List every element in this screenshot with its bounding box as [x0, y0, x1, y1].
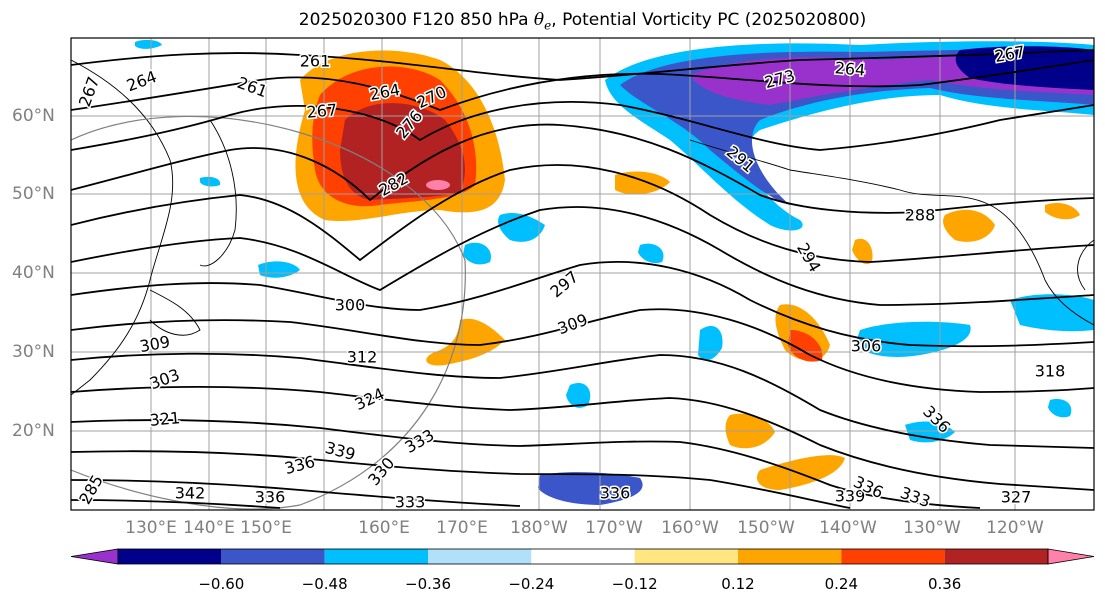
pv-negative-region: [498, 213, 545, 242]
colorbar-segment: [634, 549, 738, 564]
colorbar-extend-low: [70, 548, 119, 565]
colorbar-tick-label: −0.48: [301, 575, 348, 593]
colorbar-tick-label: 0.24: [824, 575, 859, 593]
colorbar-segment: [324, 549, 428, 564]
lon-label: 160°W: [661, 518, 719, 538]
colorbar-segment: [531, 549, 635, 564]
lat-label: 60°N: [12, 106, 55, 126]
colorbar-segment: [841, 549, 945, 564]
contour-label: 339: [835, 487, 866, 506]
colorbar-tick-label: −0.24: [508, 575, 555, 593]
pv-negative-region: [638, 243, 664, 264]
contour-label: 267: [306, 100, 338, 122]
graticule: [71, 38, 1094, 510]
lat-label: 30°N: [12, 342, 55, 362]
contour-label: 342: [175, 484, 206, 503]
lon-label: 130°E: [125, 518, 177, 538]
contour-label: 261: [300, 52, 331, 71]
pv-positive-region: [426, 180, 450, 190]
contour-label: 336: [255, 488, 286, 507]
lon-label: 150°W: [737, 518, 795, 538]
colorbar-segment: [118, 549, 222, 564]
pv-positive-region: [426, 318, 505, 366]
pv-negative-region: [905, 421, 955, 443]
pv-negative-region: [538, 472, 643, 505]
great-circle: [71, 115, 466, 510]
pv-negative-region: [566, 382, 591, 408]
coastlines: [71, 59, 1094, 396]
lon-label: 170°W: [585, 518, 643, 538]
colorbar-tick-label: −0.60: [198, 575, 245, 593]
lon-label: 180°W: [510, 518, 568, 538]
colorbar-extend-high: [1047, 548, 1095, 565]
pv-negative-region: [463, 242, 491, 265]
colorbar-tick-label: −0.36: [405, 575, 451, 593]
colorbar-segment: [944, 549, 1048, 564]
pv-negative-region: [955, 46, 1094, 90]
lon-label: 160°E: [358, 518, 410, 538]
pv-positive-region: [756, 455, 845, 490]
contour-label: 327: [1001, 488, 1032, 507]
lat-label: 40°N: [12, 263, 55, 283]
pv-negative-region: [855, 321, 971, 357]
pv-positive-region: [852, 238, 873, 265]
pv-positive-region: [615, 171, 670, 195]
colorbar-tick-label: −0.12: [611, 575, 658, 593]
lat-label: 20°N: [12, 421, 55, 441]
contour-label: 336: [600, 484, 631, 503]
lon-label: 140°E: [183, 518, 235, 538]
contour-label: 264: [834, 58, 866, 80]
colorbar-segment: [221, 549, 325, 564]
contour-label: 312: [347, 348, 378, 367]
pv-negative-region: [200, 176, 221, 187]
lon-label: 120°W: [986, 518, 1044, 538]
lon-label: 140°W: [819, 518, 877, 538]
contour-label: 300: [335, 296, 366, 315]
pv-negative-region: [258, 261, 300, 278]
contour-label: 306: [851, 337, 882, 356]
lon-label: 130°W: [903, 518, 961, 538]
colorbar-tick-label: 0.12: [721, 575, 755, 593]
map-frame: [70, 37, 1095, 511]
pv-positive-region: [1045, 203, 1080, 220]
pv-shading: [135, 39, 1094, 505]
lat-label: 50°N: [12, 184, 55, 204]
contour-label: 333: [395, 493, 426, 512]
contour-label: 318: [1035, 362, 1066, 381]
colorbar-tick-label: 0.36: [927, 575, 962, 593]
lon-label: 150°E: [240, 518, 292, 538]
pv-negative-region: [1010, 294, 1094, 332]
pv-positive-region: [340, 103, 465, 200]
colorbar-segment: [738, 549, 842, 564]
pv-negative-region: [1048, 399, 1072, 418]
colorbar-segment: [428, 549, 532, 564]
pv-negative-region: [135, 39, 162, 49]
lon-label: 170°E: [436, 518, 488, 538]
colorbar-frame: [117, 548, 1049, 565]
pv-positive-region: [943, 209, 995, 242]
contour-label: 321: [149, 408, 181, 430]
contour-label: 288: [905, 206, 936, 225]
map-title: 2025020300 F120 850 hPa θe, Potential Vo…: [298, 10, 867, 33]
pv-positive-region: [788, 330, 823, 362]
theta-e-contours: [71, 49, 1094, 509]
